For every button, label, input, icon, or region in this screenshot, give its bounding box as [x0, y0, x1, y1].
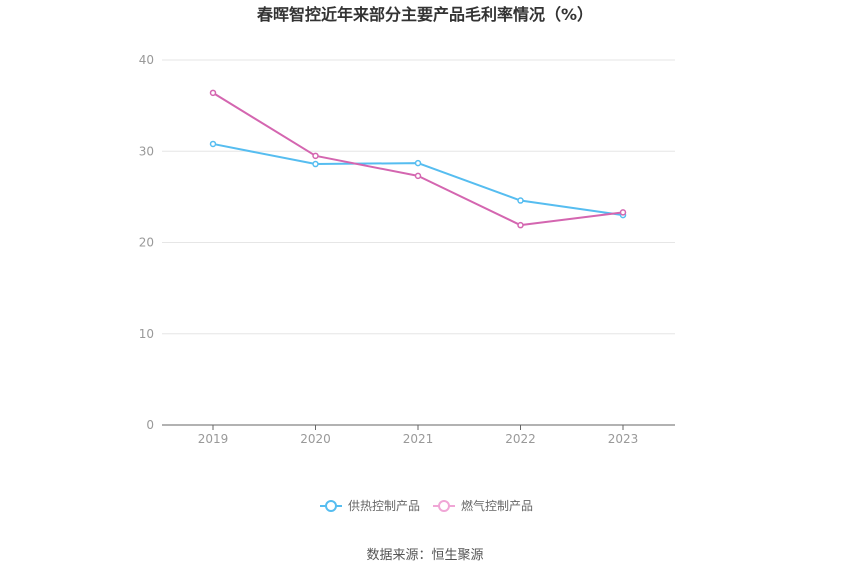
y-tick-label: 40	[139, 53, 154, 67]
y-tick-label: 20	[139, 236, 154, 250]
data-point[interactable]	[209, 140, 217, 148]
source-note: 数据来源：恒生聚源	[366, 548, 483, 563]
series-line	[212, 142, 624, 217]
series-layer	[209, 89, 627, 229]
series-line	[212, 91, 624, 227]
y-tick-label: 0	[146, 418, 154, 432]
data-point[interactable]	[414, 172, 422, 180]
data-point[interactable]	[414, 159, 422, 167]
data-point[interactable]	[209, 89, 217, 97]
legend-label: 供热控制产品	[348, 499, 420, 513]
chart-title: 春晖智控近年来部分主要产品毛利率情况（%）	[256, 5, 593, 24]
axes: 0 10 20 30 40 2019 2020 2021 2022 2023	[139, 53, 675, 446]
data-point[interactable]	[517, 221, 524, 229]
legend-item[interactable]: 供热控制产品	[320, 499, 420, 513]
data-point[interactable]	[312, 160, 319, 168]
x-tick-label: 2020	[300, 432, 331, 446]
data-point[interactable]	[312, 152, 319, 160]
x-tick-label: 2023	[608, 432, 639, 446]
legend: 供热控制产品 燃气控制产品	[320, 498, 533, 513]
y-tick-label: 30	[139, 144, 154, 158]
y-tick-label: 10	[139, 327, 154, 341]
legend-swatch-marker	[438, 500, 450, 512]
legend-label: 燃气控制产品	[461, 498, 533, 513]
data-point[interactable]	[619, 209, 627, 216]
data-point[interactable]	[517, 197, 524, 204]
x-tick-label: 2022	[505, 432, 536, 446]
x-tick-label: 2021	[403, 432, 434, 446]
legend-item[interactable]: 燃气控制产品	[433, 498, 533, 513]
grid	[162, 59, 675, 335]
x-tick-label: 2019	[198, 432, 229, 446]
legend-swatch-marker	[325, 500, 337, 512]
